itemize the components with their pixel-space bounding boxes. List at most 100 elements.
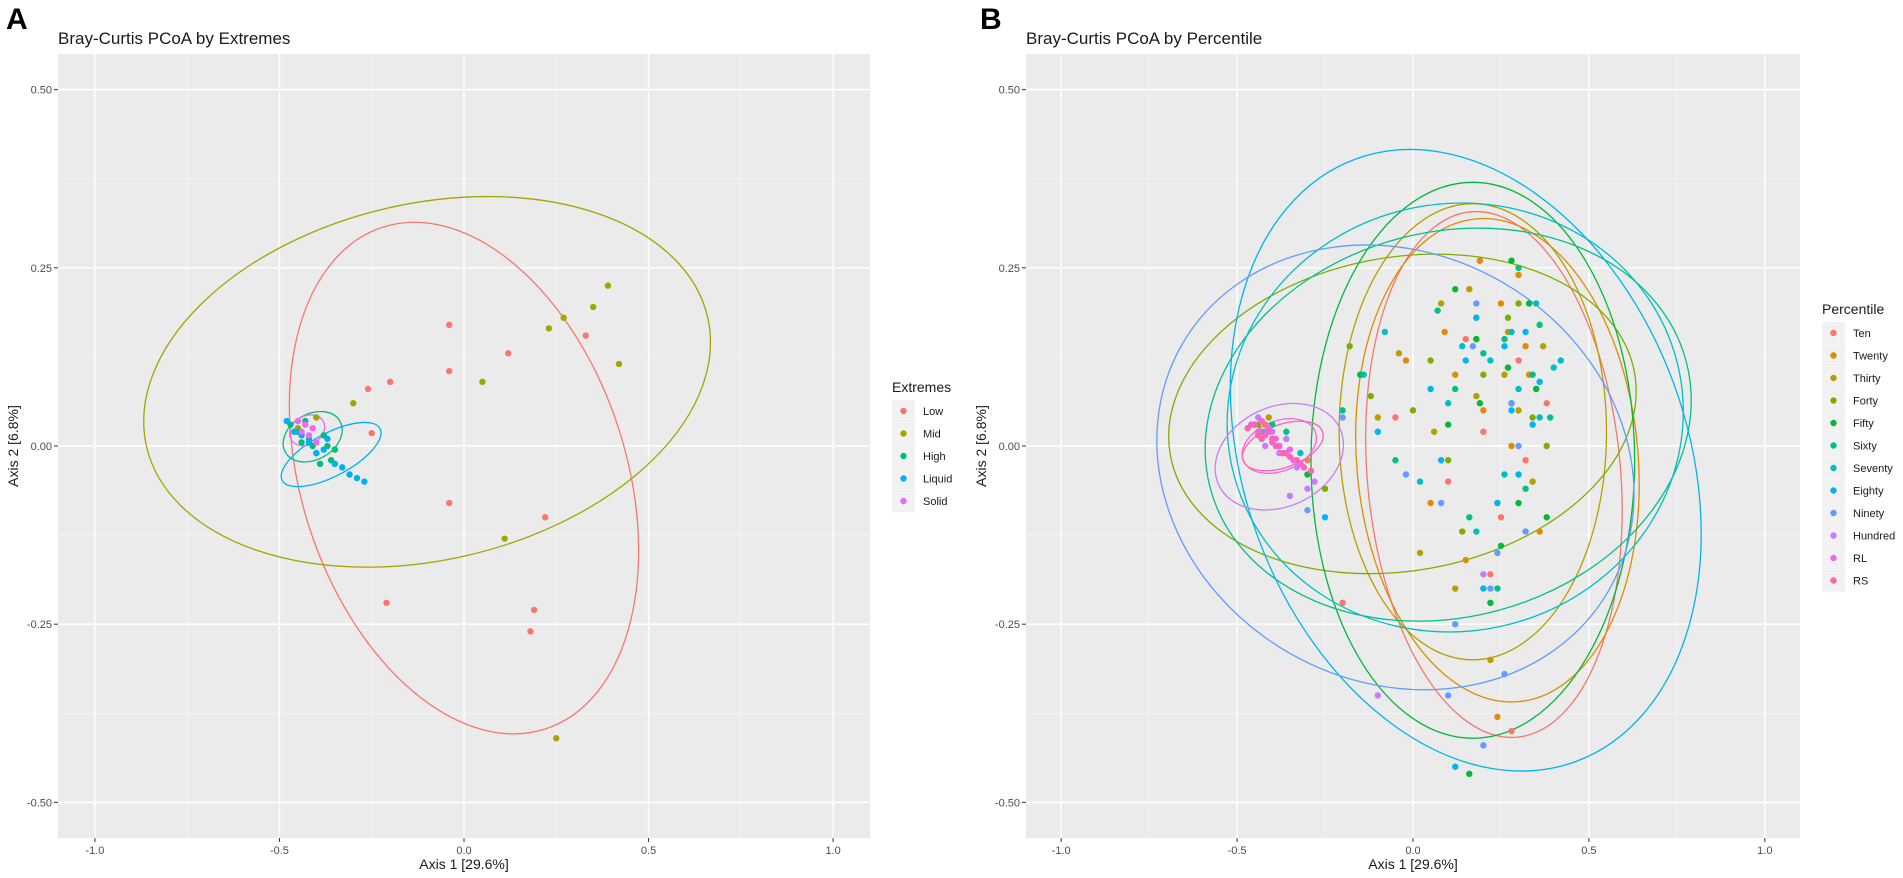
panel-b-point-sixty [1536,321,1543,329]
panel-b-point-seventy [1459,343,1466,350]
panel-b-legend-label-seventy: Seventy [1853,463,1893,475]
panel-b-point-ninety [1469,343,1477,350]
panel-letter-b: B [980,3,1002,36]
panel-b-ellipse-fifty [1310,181,1636,739]
panel-b-point-hundred [1286,492,1294,500]
panel-b-point-ten [1487,571,1494,578]
panel-b-point-eighty [1452,763,1459,770]
panel-a-y-tick-label: -0.50 [27,797,52,809]
panel-a-legend-swatch-mid [900,430,907,437]
panel-b-legend-label-sixty: Sixty [1853,441,1877,453]
panel-b-point-fifty [1508,257,1515,264]
panel-a-x-tick-label: 0.5 [641,845,656,857]
panel-b-point-seventy [1508,328,1515,336]
panel-b-point-ninety [1508,400,1515,407]
panel-b-legend-swatch-seventy [1830,464,1837,472]
panel-b-x-tick-label: -0.5 [1228,845,1247,857]
panel-a-point-mid [553,735,560,742]
panel-a-point-liquid [331,460,339,468]
panel-a-point-liquid [305,439,313,446]
panel-b-y-tick-label: -0.25 [995,619,1020,631]
panel-b-legend-items: Ten Twenty Thirty Forty Fifty Sixty Seventy Eig… [1822,322,1895,592]
panel-b-point-sixty [1529,371,1536,378]
panel-b-point-fifty [1543,514,1550,521]
panel-a-point-solid [309,424,316,432]
panel-a-point-mid [479,378,486,386]
panel-b-point-seventy [1473,528,1480,535]
panel-a-point-mid [545,325,553,332]
panel-b-point-fifty [1525,300,1533,307]
panel-b-point-ninety [1494,549,1501,557]
panel-b-ellipse-eighty [1229,148,1702,772]
panel-b-legend-label-ten: Ten [1853,328,1871,340]
panel-b-point-ten [1515,357,1522,364]
panel-a-y-tick-label: 0.50 [31,85,52,97]
panel-a-point-low [446,321,453,329]
panel-b-point-ninety [1473,300,1480,307]
panel-b-point-thirty [1416,549,1424,557]
panel-a-ellipse-low [288,221,640,735]
panel-b-point-fifty [1473,335,1480,343]
panel-b-point-seventy [1501,471,1508,478]
panel-a-legend-swatch-low [900,407,907,415]
panel-b-point-seventy [1444,400,1452,407]
panel-b-point-ten [1480,428,1487,435]
panel-b-legend-title: Percentile [1822,301,1884,317]
panel-b-point-seventy [1360,371,1367,378]
panel-b-point-thirty [1501,371,1508,378]
panel-b-point-sixty [1522,485,1529,492]
panel-b-plot-area [1026,54,1800,838]
panel-a-legend-label-solid: Solid [923,496,947,508]
panel-b-point-forty [1529,414,1536,421]
panel-a-point-low [386,378,394,386]
panel-b-point-ninety [1304,506,1311,514]
panel-a-plot-area [58,54,870,838]
panel-letter-a: A [6,3,28,36]
panel-a-point-liquid [324,435,331,443]
panel-a-gridlines [58,54,870,838]
panel-b-point-twenty [1402,357,1410,364]
panel-b-point-fifty [1444,421,1452,428]
panel-b-point-ten [1522,457,1529,464]
panel-a-points [283,282,623,742]
panel-a-legend-label-high: High [923,451,946,463]
panel-a-x-tick-label: -1.0 [85,845,104,857]
panel-b-point-ten [1497,514,1505,521]
panel-b-point-fifty [1532,385,1540,393]
panel-a-x-tick-label: 1.0 [825,845,840,857]
panel-a-point-low [582,332,589,339]
panel-b-point-forty [1321,485,1329,492]
panel-b-ellipse-twenty [1355,217,1640,703]
panel-b-gridlines [1026,54,1800,838]
panel-b-point-hundred [1374,692,1382,699]
panel-a-y-axis-title: Axis 2 [6.8%] [5,405,21,487]
panel-b-point-twenty [1427,499,1434,507]
panel-b-point-sixty [1452,385,1459,393]
panel-b-point-hundred [1311,478,1318,485]
panel-b-point-rs [1279,449,1287,457]
panel-b-point-forty [1543,442,1550,450]
panel-b-point-seventy [1487,357,1494,364]
panel-a-point-mid [615,360,623,368]
panel-b-point-ninety [1402,471,1410,478]
panel-a-point-mid [604,282,612,289]
panel-b-point-forty [1427,357,1434,364]
panel-b-point-thirty [1466,286,1473,293]
panel-b-legend-swatch-forty [1830,397,1837,404]
panel-b-point-twenty [1462,556,1469,564]
panel-a-ellipse-mid [143,195,712,568]
panel-a-y-tick-label: -0.25 [27,619,52,631]
panel-b-point-eighty [1462,357,1469,364]
panel-b-point-twenty [1480,407,1487,414]
panel-b-point-rl [1258,417,1265,425]
panel-a-point-liquid [320,446,327,453]
panel-a-point-high [331,446,339,453]
panel-a-point-liquid [353,474,361,482]
panel-b-point-hundred [1304,485,1311,492]
panel-b-point-fifty [1466,770,1473,778]
panel-b-x-tick-label: -1.0 [1052,845,1071,857]
panel-b-point-ninety [1444,692,1452,699]
panel-b-ellipse-rs [1241,420,1324,472]
panel-b-point-rs [1251,421,1258,428]
panel-a-point-liquid [346,471,353,478]
